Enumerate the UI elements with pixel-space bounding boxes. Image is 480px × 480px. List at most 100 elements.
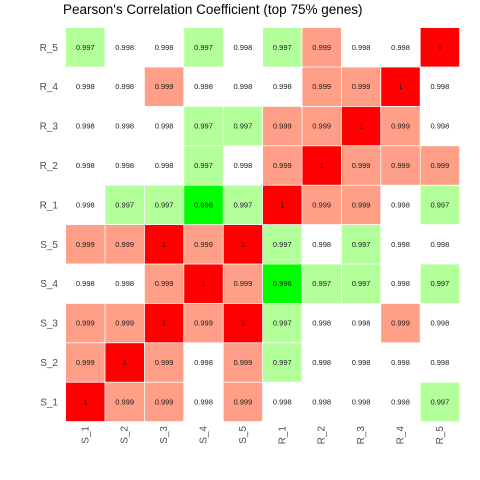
heatmap-cell-S_5-S_2	[105, 225, 144, 264]
heatmap-cell-S_1-S_1	[66, 382, 105, 422]
heatmap-cell-R_2-S_3	[144, 146, 184, 185]
cell-value-label: 0.997	[155, 200, 174, 209]
cell-value-label: 0.997	[273, 319, 292, 328]
heatmap-cell-S_4-R_2	[302, 264, 341, 303]
heatmap-cell-R_4-S_5	[223, 67, 263, 106]
cell-value-label: 0.998	[352, 358, 371, 367]
cell-value-label: 0.998	[352, 43, 371, 52]
heatmap-cell-R_2-S_2	[105, 146, 144, 185]
cell-value-label: 0.998	[391, 397, 410, 406]
heatmap-cell-R_3-S_1	[66, 106, 105, 146]
heatmap-cell-S_1-S_4	[184, 382, 223, 422]
heatmap-cell-S_4-R_5	[420, 264, 460, 303]
heatmap-cell-R_2-S_1	[66, 146, 105, 185]
cell-value-label: 0.999	[391, 161, 410, 170]
cell-value-label: 1	[359, 122, 363, 131]
heatmap-cell-S_1-R_5	[420, 382, 460, 422]
x-tick-label: R_2	[317, 426, 328, 445]
cell-value-label: 0.998	[155, 122, 174, 131]
cell-value-label: 0.999	[312, 122, 331, 131]
cell-value-label: 0.999	[155, 358, 174, 367]
cell-value-label: 0.997	[431, 200, 450, 209]
cell-value-label: 0.998	[312, 240, 331, 249]
heatmap-cell-S_3-S_5	[223, 303, 263, 343]
y-tick-label: R_4	[40, 82, 59, 93]
heatmap-cell-R_5-S_5	[223, 28, 263, 67]
heatmap-cell-S_5-R_5	[420, 225, 460, 264]
heatmap-cell-S_1-R_3	[341, 382, 381, 422]
heatmap-cell-S_3-S_1	[66, 303, 105, 343]
heatmap-cell-R_3-S_5	[223, 106, 263, 146]
heatmap-cell-S_1-R_1	[263, 382, 302, 422]
heatmap-cell-R_1-S_2	[105, 185, 144, 225]
x-tick-label: S_5	[238, 426, 249, 444]
heatmap-cell-R_2-S_4	[184, 146, 223, 185]
cell-value-label: 0.999	[391, 122, 410, 131]
heatmap-cell-S_3-R_4	[381, 303, 420, 343]
cell-value-label: 0.998	[76, 122, 95, 131]
heatmap-cell-R_3-R_3	[341, 106, 381, 146]
cell-value-label: 0.998	[431, 319, 450, 328]
cell-value-label: 0.997	[312, 279, 331, 288]
cell-value-label: 0.999	[352, 82, 371, 91]
cell-value-label: 0.998	[115, 161, 134, 170]
x-tick-label: S_2	[120, 426, 131, 444]
cell-value-label: 0.996	[273, 279, 292, 288]
heatmap-cell-S_4-S_2	[105, 264, 144, 303]
heatmap-cell-R_5-R_2	[302, 28, 341, 67]
heatmap-cell-R_5-S_3	[144, 28, 184, 67]
heatmap-cell-S_5-S_4	[184, 225, 223, 264]
cell-value-label: 0.999	[312, 43, 331, 52]
heatmap-cell-R_4-R_3	[341, 67, 381, 106]
heatmap-cell-S_3-S_4	[184, 303, 223, 343]
cell-value-label: 0.998	[76, 82, 95, 91]
heatmap-cells: 1 0.999 0.999 0.998 0.999 0.998 0.998 0.998 0.99…	[66, 28, 460, 422]
cell-value-label: 1	[241, 240, 245, 249]
heatmap-cell-S_2-S_1	[66, 343, 105, 382]
heatmap-cell-S_2-S_4	[184, 343, 223, 382]
y-tick-label: R_3	[40, 122, 59, 133]
cell-value-label: 0.997	[352, 240, 371, 249]
cell-value-label: 0.998	[76, 279, 95, 288]
heatmap-cell-S_2-R_3	[341, 343, 381, 382]
cell-value-label: 0.997	[273, 43, 292, 52]
heatmap-cell-S_3-S_2	[105, 303, 144, 343]
cell-value-label: 0.999	[352, 161, 371, 170]
heatmap-cell-R_4-R_4	[381, 67, 420, 106]
cell-value-label: 0.998	[431, 122, 450, 131]
heatmap-cell-S_4-R_1	[263, 264, 302, 303]
heatmap-cell-S_4-S_5	[223, 264, 263, 303]
cell-value-label: 0.999	[312, 200, 331, 209]
cell-value-label: 0.998	[312, 319, 331, 328]
cell-value-label: 0.997	[194, 161, 213, 170]
heatmap-cell-S_4-S_1	[66, 264, 105, 303]
cell-value-label: 0.997	[431, 397, 450, 406]
cell-value-label: 0.998	[234, 82, 253, 91]
heatmap-cell-R_2-R_3	[341, 146, 381, 185]
heatmap-cell-R_4-R_5	[420, 67, 460, 106]
heatmap-cell-R_4-R_1	[263, 67, 302, 106]
cell-value-label: 0.998	[155, 43, 174, 52]
x-tick-label: R_3	[356, 426, 367, 445]
y-tick-label: R_2	[40, 161, 59, 172]
heatmap-cell-R_1-R_5	[420, 185, 460, 225]
cell-value-label: 1	[320, 161, 324, 170]
heatmap-cell-S_1-R_2	[302, 382, 341, 422]
cell-value-label: 0.998	[352, 397, 371, 406]
heatmap-cell-R_3-R_5	[420, 106, 460, 146]
cell-value-label: 0.998	[391, 279, 410, 288]
cell-value-label: 0.999	[155, 82, 174, 91]
cell-value-label: 0.997	[76, 43, 95, 52]
heatmap-cell-R_1-R_1	[263, 185, 302, 225]
heatmap-cell-R_3-R_1	[263, 106, 302, 146]
cell-value-label: 0.998	[76, 200, 95, 209]
cell-value-label: 0.999	[194, 240, 213, 249]
heatmap-cell-S_4-R_4	[381, 264, 420, 303]
cell-value-label: 0.998	[431, 82, 450, 91]
cell-value-label: 0.997	[273, 240, 292, 249]
heatmap-cell-S_3-R_1	[263, 303, 302, 343]
cell-value-label: 1	[83, 397, 87, 406]
heatmap-cell-S_4-S_4	[184, 264, 223, 303]
heatmap-cell-S_2-R_2	[302, 343, 341, 382]
cell-value-label: 0.998	[273, 82, 292, 91]
